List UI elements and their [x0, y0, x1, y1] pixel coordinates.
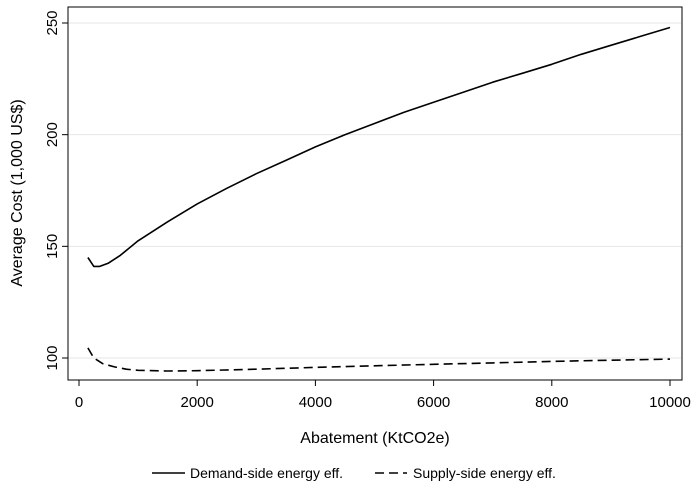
- x-tick-label: 4000: [299, 394, 332, 411]
- series-lines: [87, 26, 671, 372]
- grid-lines: [69, 22, 681, 359]
- x-tick-label: 6000: [417, 394, 450, 411]
- y-tick-label: 200: [44, 122, 61, 147]
- x-tick-label: 10000: [649, 394, 691, 411]
- series-line-demand-side: [87, 26, 671, 268]
- y-axis: 100 150 200 250: [44, 10, 68, 371]
- series-line-supply-side: [87, 347, 671, 372]
- x-axis-title: Abatement (KtCO2e): [300, 430, 449, 447]
- y-axis-title: Average Cost (1,000 US$): [9, 99, 26, 286]
- legend: Demand-side energy eff. Supply-side ener…: [152, 465, 556, 481]
- legend-label-demand: Demand-side energy eff.: [190, 465, 343, 481]
- y-tick-label: 250: [44, 10, 61, 35]
- x-tick-label: 8000: [535, 394, 568, 411]
- x-tick-label: 0: [75, 394, 83, 411]
- y-tick-label: 150: [44, 234, 61, 259]
- y-tick-label: 100: [44, 345, 61, 370]
- x-tick-label: 2000: [181, 394, 214, 411]
- plot-area: [67, 6, 683, 381]
- x-axis: 0 2000 4000 6000 8000 10000: [75, 380, 691, 411]
- legend-label-supply: Supply-side energy eff.: [413, 465, 556, 481]
